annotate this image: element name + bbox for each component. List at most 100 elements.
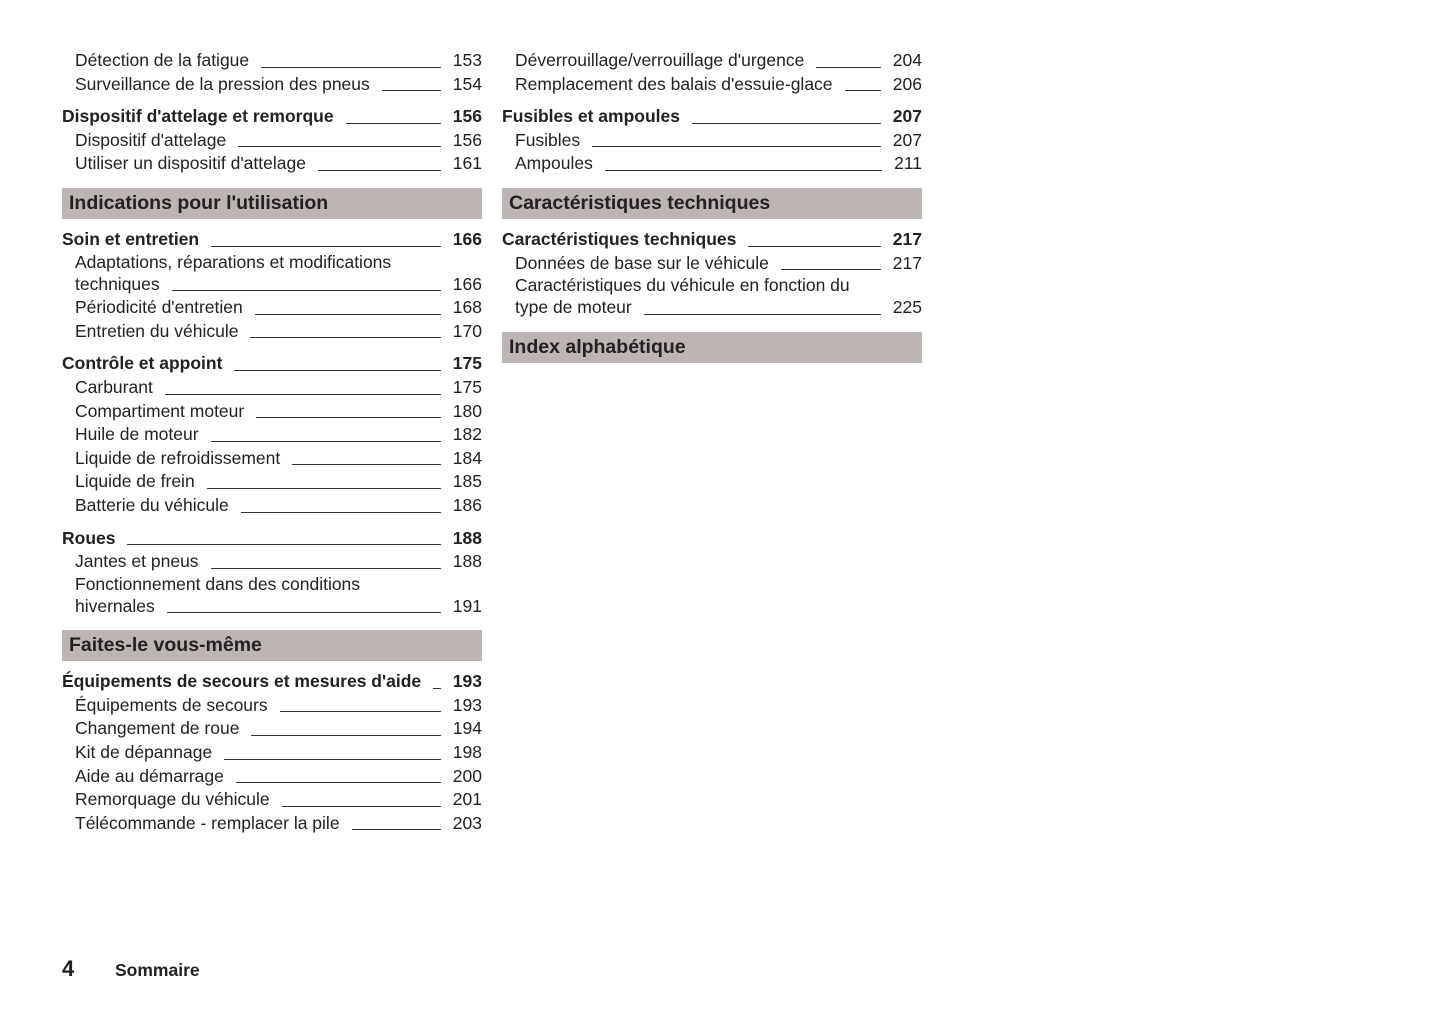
page-ref: 182 [452, 424, 482, 445]
toc-entry: techniques 166 [62, 273, 482, 297]
entry-title: Données de base sur le véhicule [515, 252, 769, 273]
entry-title: Fusibles [515, 129, 581, 150]
toc-group: Fusibles et ampoules 207 [502, 105, 922, 129]
entry-title: Déverrouillage/verrouillage d'urgence [515, 50, 805, 70]
leader-line [351, 829, 441, 831]
page-ref: 188 [452, 527, 482, 548]
toc-entry: Batterie du véhicule 186 [62, 494, 482, 518]
toc-entry: Détection de la fatigue 153 [62, 49, 482, 73]
toc-entry: Fonctionnement dans des conditions [62, 574, 482, 595]
page-ref: 161 [452, 153, 482, 174]
toc-entry: Déverrouillage/verrouillage d'urgence 204 [502, 49, 922, 73]
page-ref: 170 [452, 320, 482, 341]
leader-line [279, 711, 441, 713]
entry-title: Ampoules [515, 153, 593, 174]
leader-line [816, 66, 881, 68]
page-ref: 203 [452, 812, 482, 833]
page-number: 4 [62, 956, 75, 981]
toc-entry: Compartiment moteur 180 [62, 400, 482, 424]
leader-line [604, 169, 883, 171]
leader-line [251, 735, 441, 737]
toc-column: Détection de la fatigue 153 Surveillance d… [62, 49, 482, 835]
toc-entry: Fusibles 207 [502, 129, 922, 153]
section-header: Indications pour l'utilisation [62, 187, 482, 219]
entry-title: Liquide de refroidissement [75, 447, 281, 468]
toc-entry: Équipements de secours 193 [62, 694, 482, 718]
entry-title: Contrôle et appoint [62, 353, 223, 374]
toc-entry: Huile de moteur 182 [62, 423, 482, 447]
page-ref: 188 [452, 551, 482, 572]
entry-title: Télécommande - remplacer la pile [75, 812, 340, 833]
page-ref: 217 [892, 252, 922, 273]
entry-title: Huile de moteur [75, 424, 199, 445]
leader-line [164, 393, 441, 395]
page-ref: 193 [452, 671, 482, 692]
toc-group: Dispositif d'attelage et remorque 156 [62, 105, 482, 129]
toc-entry: Remorquage du véhicule 201 [62, 788, 482, 812]
leader-line [844, 90, 881, 92]
toc-group: Soin et entretien 166 [62, 228, 482, 252]
toc-entry: Périodicité d'entretien 168 [62, 296, 482, 320]
page-ref: 207 [892, 129, 922, 150]
leader-line [281, 805, 441, 807]
leader-line [171, 290, 441, 292]
page-ref: 184 [452, 447, 482, 468]
leader-line [210, 567, 441, 569]
leader-line [211, 245, 441, 247]
entry-title: Équipements de secours et mesures d'aide [62, 671, 422, 692]
toc-entry: Dispositif d'attelage 156 [62, 129, 482, 153]
page-ref: 206 [892, 73, 922, 94]
toc-entry: Liquide de frein 185 [62, 470, 482, 494]
leader-line [292, 464, 441, 466]
page-ref: 168 [452, 297, 482, 318]
entry-title: Kit de dépannage [75, 742, 213, 763]
toc-group: Équipements de secours et mesures d'aide… [62, 670, 482, 694]
leader-line [691, 122, 881, 124]
entry-title: Aide au démarrage [75, 765, 224, 786]
toc-group: Caractéristiques techniques 217 [502, 228, 922, 252]
page-ref: 186 [452, 494, 482, 515]
toc-group: Contrôle et appoint 175 [62, 352, 482, 376]
leader-line [254, 313, 441, 315]
toc-entry: hivernales 191 [62, 595, 482, 619]
leader-line [240, 511, 441, 513]
page-ref: 194 [452, 718, 482, 739]
toc-entry: Carburant 175 [62, 376, 482, 400]
leader-line [592, 146, 881, 148]
entry-title: Fonctionnement dans des conditions [75, 573, 361, 594]
toc-column: Déverrouillage/verrouillage d'urgence 204… [502, 49, 922, 363]
entry-title: Périodicité d'entretien [75, 297, 243, 318]
entry-title: Roues [62, 527, 116, 548]
page-ref: 154 [452, 73, 482, 94]
page-ref: 156 [452, 106, 482, 127]
page-ref: 204 [892, 50, 922, 70]
entry-title: Caractéristiques techniques [502, 228, 737, 249]
toc-group: Roues 188 [62, 527, 482, 551]
entry-title: Jantes et pneus [75, 551, 199, 572]
page-ref: 156 [452, 129, 482, 150]
page-ref: 166 [452, 228, 482, 249]
entry-title: Fusibles et ampoules [502, 106, 680, 127]
entry-title: Adaptations, réparations et modification… [75, 251, 392, 272]
entry-title: Équipements de secours [75, 694, 268, 715]
leader-line [748, 245, 881, 247]
entry-title: Utiliser un dispositif d'attelage [75, 153, 306, 174]
leader-line [381, 90, 441, 92]
page-ref: 225 [892, 297, 922, 318]
footer-title: Sommaire [115, 960, 200, 980]
leader-line [433, 687, 441, 689]
entry-title: Remorquage du véhicule [75, 789, 270, 810]
page-ref: 193 [452, 694, 482, 715]
toc-entry: Changement de roue 194 [62, 717, 482, 741]
leader-line [256, 417, 441, 419]
toc-entry: Surveillance de la pression des pneus 154 [62, 73, 482, 97]
entry-title: Détection de la fatigue [75, 50, 250, 70]
leader-line [235, 782, 441, 784]
page-ref: 185 [452, 471, 482, 492]
leader-line [317, 169, 441, 171]
entry-title: Entretien du véhicule [75, 320, 239, 341]
section-header: Faites-le vous-même [62, 630, 482, 662]
page-ref: 211 [894, 153, 922, 174]
entry-title: Carburant [75, 376, 153, 397]
toc-entry: Ampoules 211 [502, 152, 922, 176]
